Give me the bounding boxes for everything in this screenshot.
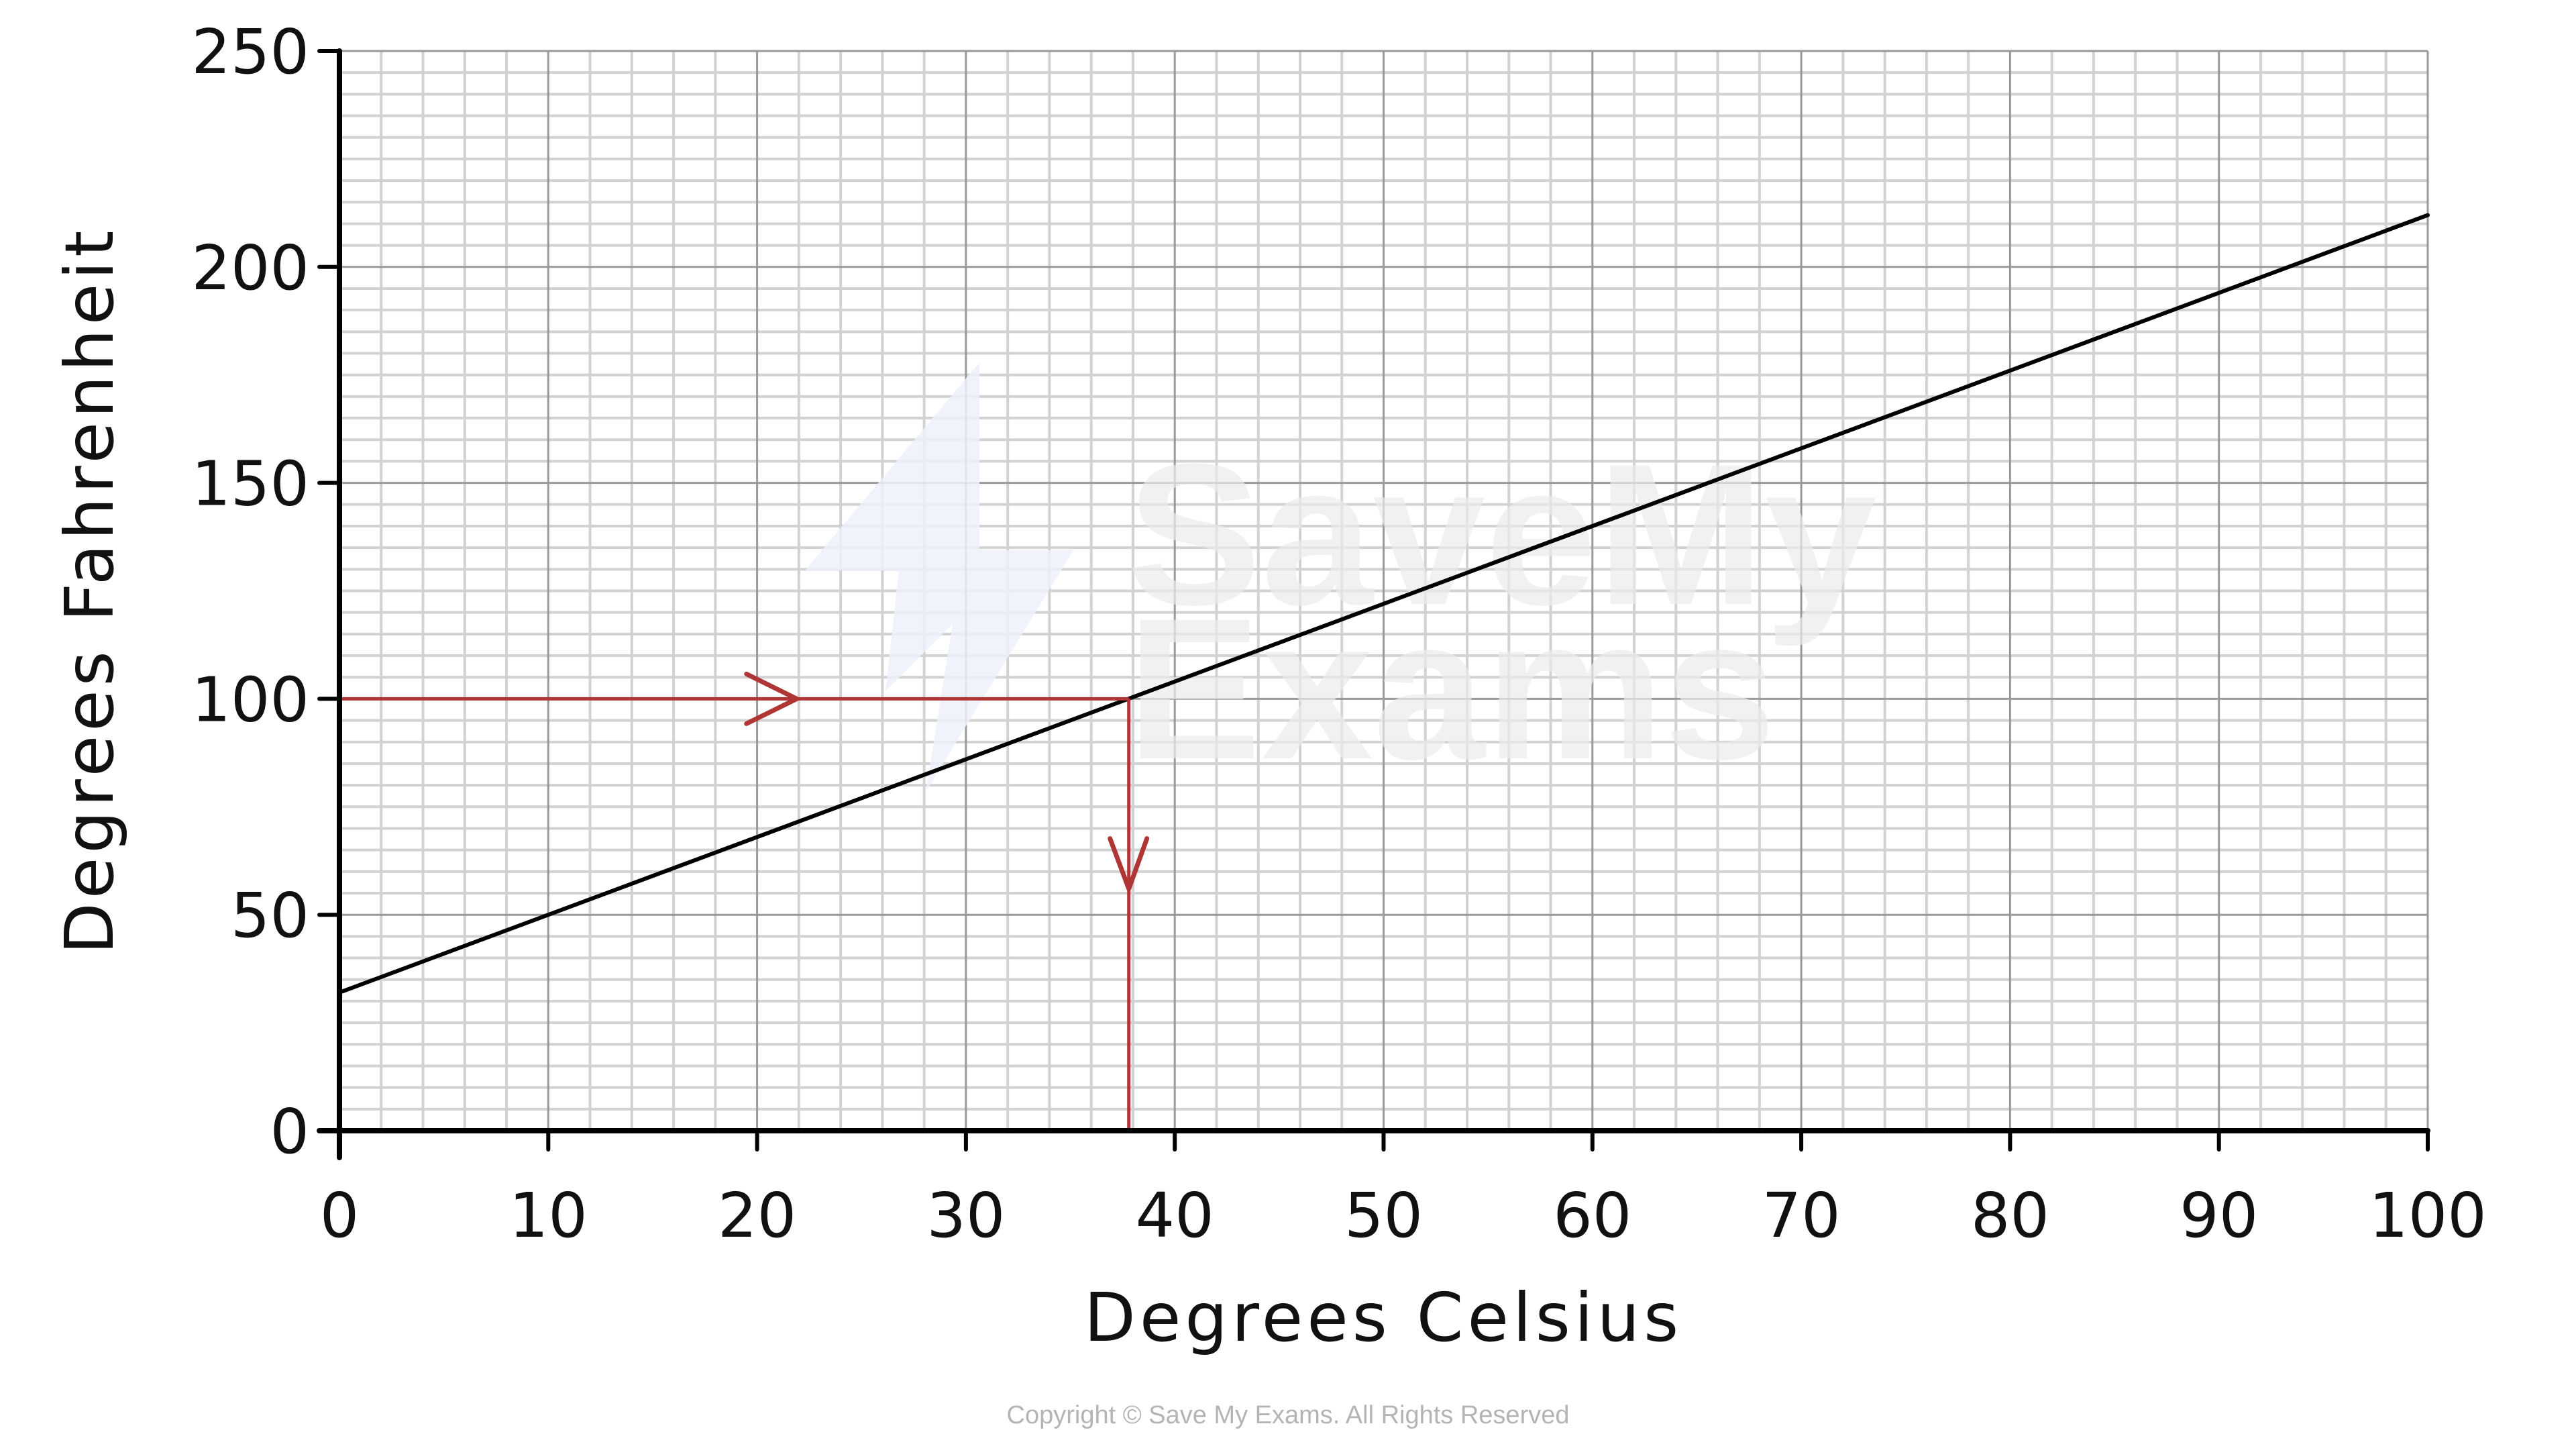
x-tick-label: 20 xyxy=(718,1180,796,1252)
y-tick-label: 250 xyxy=(191,16,309,88)
watermark: SaveMy Exams xyxy=(805,362,1878,801)
watermark-text-line1: SaveMy xyxy=(1127,421,1878,648)
y-tick-label: 150 xyxy=(191,448,309,520)
x-tick-label: 100 xyxy=(2369,1180,2487,1252)
x-tick-label: 70 xyxy=(1762,1180,1841,1252)
reading-annotation xyxy=(339,671,1150,1131)
axes xyxy=(317,48,2430,1160)
watermark-text-line2: Exams xyxy=(1127,576,1776,801)
conversion-line xyxy=(337,213,2430,995)
x-tick-label: 50 xyxy=(1344,1180,1423,1252)
copyright-notice: Copyright © Save My Exams. All Rights Re… xyxy=(1006,1401,1570,1429)
x-axis-ticks: 0 10 20 30 40 50 60 70 80 90 100 xyxy=(320,1129,2487,1252)
x-tick-label: 40 xyxy=(1136,1180,1214,1252)
y-tick-label: 200 xyxy=(191,232,309,304)
x-tick-label: 30 xyxy=(926,1180,1005,1252)
x-axis-title: Degrees Celsius xyxy=(1084,1278,1682,1357)
y-tick-label: 100 xyxy=(191,664,309,735)
x-tick-label: 90 xyxy=(2180,1180,2258,1252)
data-series xyxy=(337,213,2430,995)
x-tick-label: 80 xyxy=(1971,1180,2049,1252)
y-tick-label: 0 xyxy=(270,1096,309,1168)
watermark-logo-icon xyxy=(805,362,1073,792)
arrowhead-right-icon xyxy=(744,671,800,726)
x-tick-label: 60 xyxy=(1553,1180,1631,1252)
y-axis-ticks: 0 50 100 150 200 250 xyxy=(191,16,341,1168)
arrowhead-down-icon xyxy=(1108,836,1150,892)
y-axis-title: Degrees Fahrenheit xyxy=(50,227,129,955)
x-tick-label: 0 xyxy=(320,1180,360,1252)
x-tick-label: 10 xyxy=(509,1180,588,1252)
y-tick-label: 50 xyxy=(231,880,309,952)
